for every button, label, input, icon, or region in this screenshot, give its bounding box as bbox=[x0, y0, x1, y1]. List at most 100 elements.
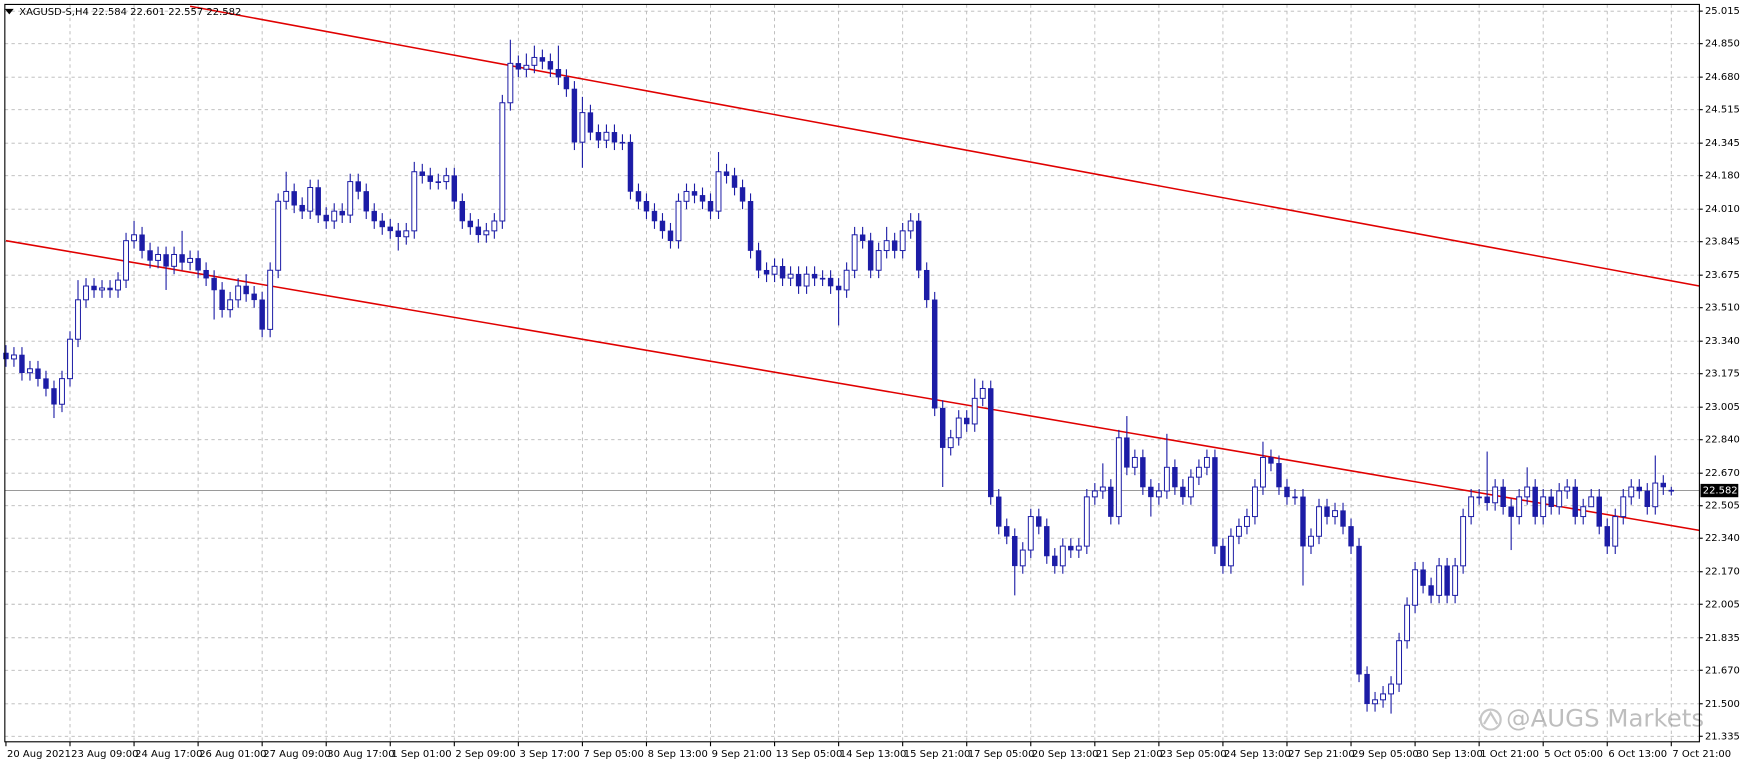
candle-body bbox=[331, 210, 338, 222]
candle-body bbox=[1332, 510, 1338, 518]
candle-body bbox=[131, 234, 137, 242]
candle-body bbox=[531, 56, 538, 66]
candle-body bbox=[1203, 456, 1210, 468]
candle-body bbox=[1500, 486, 1506, 507]
candle-body bbox=[1212, 457, 1218, 547]
candle-body bbox=[731, 175, 738, 188]
candle-body bbox=[515, 63, 522, 70]
candle-body bbox=[83, 285, 89, 301]
candle-body bbox=[363, 191, 369, 212]
candle-body bbox=[675, 200, 682, 242]
candle-body bbox=[771, 265, 778, 275]
y-tick-label: 21.835 bbox=[1705, 633, 1740, 644]
candle-body bbox=[907, 220, 914, 232]
candle-body bbox=[1140, 457, 1146, 488]
candle-body bbox=[1036, 516, 1042, 527]
candle-body bbox=[1115, 437, 1122, 518]
candle-body bbox=[587, 112, 594, 133]
candle-body bbox=[235, 285, 242, 301]
x-tick-label: 17 Sep 05:00 bbox=[968, 749, 1035, 760]
candle-body bbox=[939, 407, 946, 448]
candle-body bbox=[283, 190, 290, 202]
candle-body bbox=[123, 240, 129, 281]
candle-body bbox=[739, 187, 746, 202]
candle-body bbox=[1412, 569, 1419, 606]
candle-body bbox=[43, 378, 49, 389]
candle-body bbox=[275, 200, 282, 271]
candle-body bbox=[403, 230, 410, 238]
candle-body bbox=[627, 141, 634, 192]
candle-body bbox=[291, 191, 297, 206]
x-tick-label: 8 Sep 13:00 bbox=[648, 749, 708, 760]
candle-body bbox=[1340, 510, 1346, 527]
candle-body bbox=[1300, 496, 1306, 547]
x-tick-label: 9 Sep 21:00 bbox=[712, 749, 772, 760]
header-open: 22.584 bbox=[92, 7, 127, 18]
candle-body bbox=[1444, 565, 1450, 596]
candle-body bbox=[947, 437, 954, 449]
candle-body bbox=[899, 230, 906, 252]
candle-body bbox=[851, 234, 858, 271]
candle-body bbox=[1564, 486, 1571, 492]
candle-body bbox=[1356, 545, 1362, 675]
candle-body bbox=[1260, 456, 1266, 488]
candle-body bbox=[1660, 482, 1667, 488]
candle-body bbox=[59, 378, 65, 405]
candle-body bbox=[787, 273, 794, 279]
candle-body bbox=[315, 187, 321, 216]
y-tick-label: 23.175 bbox=[1705, 369, 1740, 380]
candle-body bbox=[1612, 516, 1619, 547]
candle-body bbox=[1556, 490, 1563, 508]
candle-body bbox=[1604, 526, 1610, 547]
candle-body bbox=[883, 240, 890, 252]
candle-body bbox=[1244, 516, 1250, 527]
y-tick-label: 22.005 bbox=[1705, 599, 1740, 610]
candle-body bbox=[299, 204, 305, 212]
candle-body bbox=[603, 131, 610, 141]
watermark-logo-mark bbox=[1483, 710, 1499, 725]
candle-body bbox=[107, 287, 113, 291]
candle-body bbox=[435, 181, 442, 183]
candle-body bbox=[507, 62, 514, 104]
candle-body bbox=[996, 496, 1002, 527]
candle-body bbox=[459, 201, 466, 222]
candle-body bbox=[1075, 545, 1082, 551]
candle-body bbox=[523, 64, 530, 70]
candle-body bbox=[1284, 486, 1290, 498]
trendline bbox=[5, 239, 1700, 532]
candle-body bbox=[147, 250, 153, 261]
candle-body bbox=[187, 257, 194, 263]
header-high: 22.601 bbox=[130, 7, 165, 18]
candle-body bbox=[1059, 545, 1066, 567]
candle-body bbox=[379, 220, 385, 228]
candle-body bbox=[1508, 506, 1514, 517]
candle-body bbox=[27, 368, 33, 374]
x-tick-label: 7 Oct 21:00 bbox=[1672, 749, 1731, 760]
candle-body bbox=[971, 397, 978, 425]
y-tick-label: 24.180 bbox=[1705, 171, 1740, 182]
candle-body bbox=[1540, 496, 1547, 518]
candle-body bbox=[155, 253, 162, 261]
candle-body bbox=[779, 266, 786, 279]
y-tick-label: 24.850 bbox=[1705, 39, 1740, 50]
candle-body bbox=[171, 253, 178, 267]
candle-body bbox=[875, 250, 882, 271]
candle-body bbox=[1396, 640, 1403, 685]
candle-body bbox=[827, 277, 834, 287]
candle-body bbox=[1108, 486, 1114, 517]
candle-body bbox=[1516, 496, 1523, 518]
candle-body bbox=[819, 277, 826, 280]
candle-body bbox=[219, 289, 225, 310]
x-tick-label: 23 Sep 05:00 bbox=[1160, 749, 1227, 760]
candle-layer bbox=[3, 39, 1675, 714]
candle-body bbox=[1476, 496, 1482, 499]
candle-body bbox=[491, 220, 498, 232]
candle-body bbox=[867, 240, 874, 271]
candle-body bbox=[347, 181, 354, 216]
candle-body bbox=[451, 175, 458, 202]
candle-body bbox=[1532, 486, 1538, 517]
candle-body bbox=[1372, 699, 1378, 705]
y-tick-label: 24.345 bbox=[1705, 138, 1740, 149]
candle-body bbox=[35, 368, 41, 379]
